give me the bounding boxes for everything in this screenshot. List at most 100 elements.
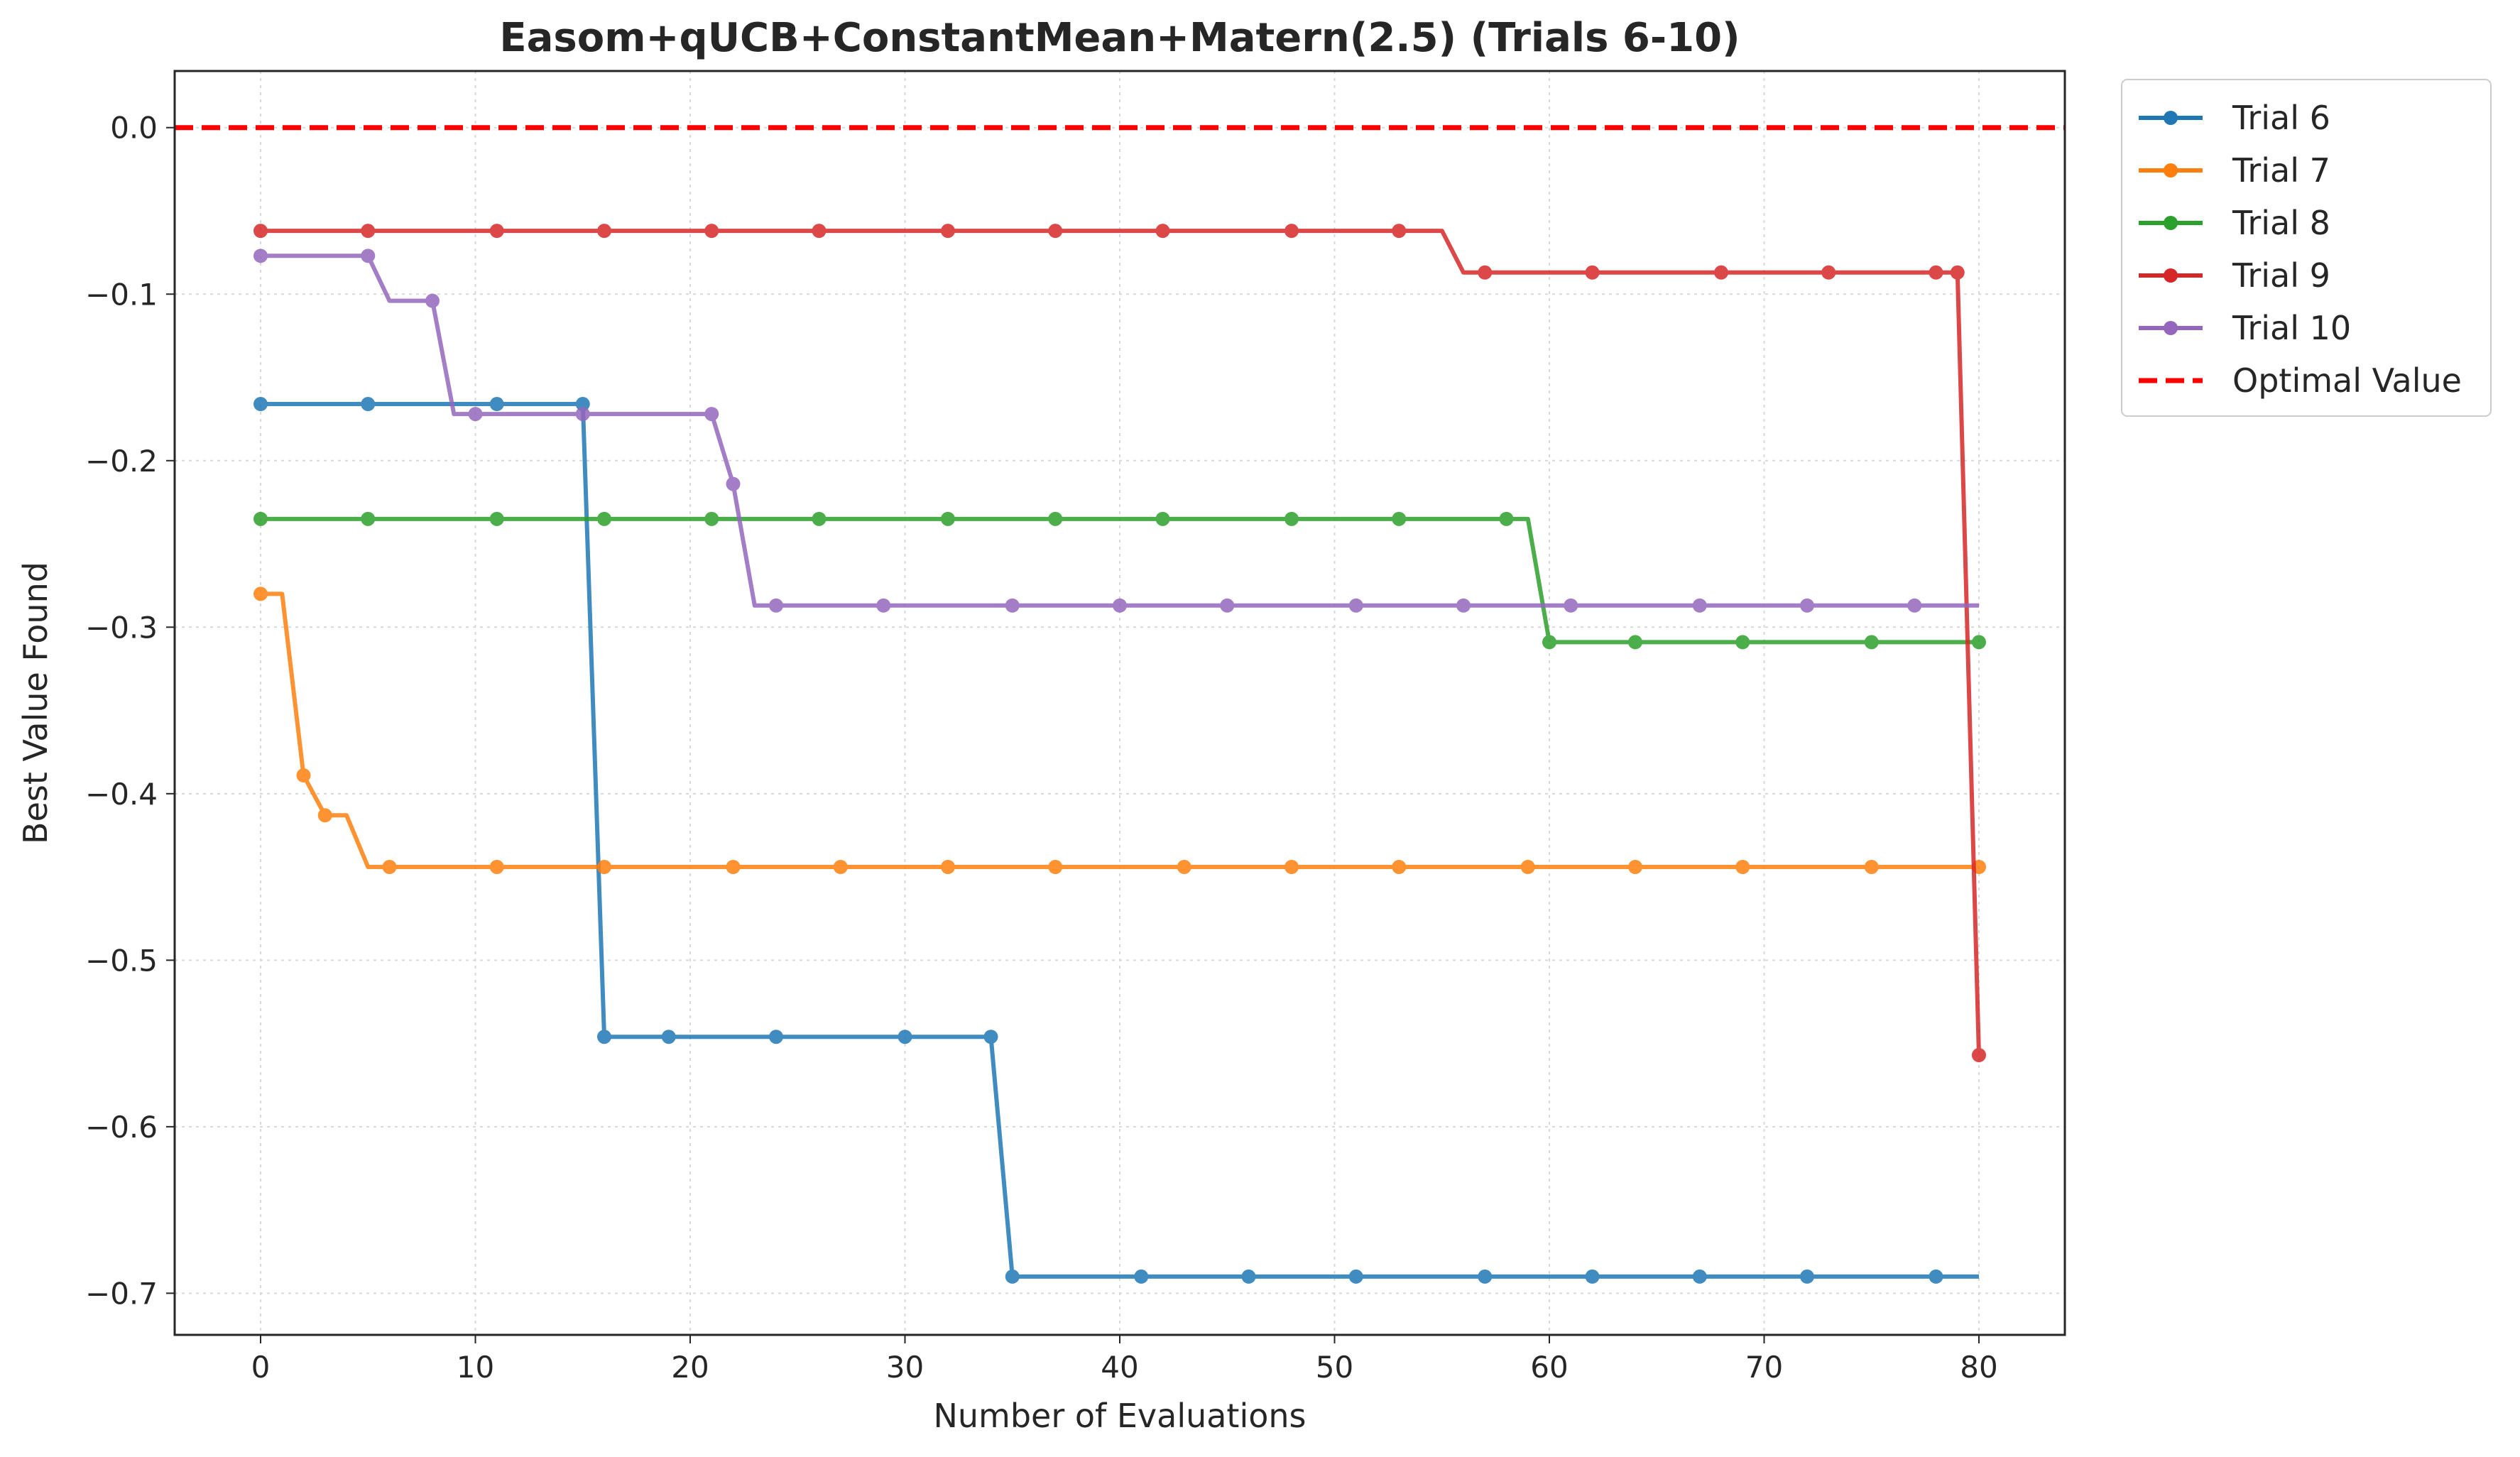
data-point: [876, 598, 891, 613]
data-point: [1348, 598, 1363, 613]
y-tick-label: −0.2: [85, 444, 158, 479]
legend-item: Optimal Value: [2139, 361, 2462, 400]
data-point: [1284, 224, 1299, 239]
legend-label: Trial 10: [2232, 309, 2351, 347]
data-point: [1929, 1269, 1943, 1284]
data-point: [1864, 860, 1879, 875]
grid: [175, 71, 2065, 1335]
legend-label: Trial 9: [2232, 256, 2330, 295]
series-trial-10: [253, 249, 1979, 613]
series-line: [261, 253, 1979, 608]
data-point: [1692, 1269, 1707, 1284]
data-point: [704, 407, 719, 422]
data-point: [361, 397, 376, 412]
legend-swatch-marker: [2164, 111, 2178, 125]
series-trial-8: [253, 511, 1986, 650]
data-point: [1800, 1269, 1814, 1284]
y-tick-label: −0.3: [85, 610, 158, 645]
data-point: [597, 224, 611, 239]
data-point: [1134, 1269, 1149, 1284]
data-point: [361, 249, 376, 263]
x-axis-label: Number of Evaluations: [933, 1397, 1306, 1435]
data-point: [575, 407, 590, 422]
data-point: [661, 1030, 676, 1044]
data-point: [489, 224, 504, 239]
data-point: [1177, 860, 1191, 875]
data-point: [812, 511, 827, 526]
data-point: [1972, 1048, 1986, 1063]
data-point: [1478, 1269, 1493, 1284]
data-point: [1735, 635, 1750, 650]
data-point: [1564, 598, 1578, 613]
data-point: [1628, 860, 1642, 875]
data-point: [769, 598, 783, 613]
data-point: [1005, 598, 1020, 613]
data-point: [1735, 860, 1750, 875]
x-tick-label: 20: [671, 1350, 709, 1385]
x-tick-label: 80: [1960, 1350, 1997, 1385]
y-tick-label: −0.6: [85, 1110, 158, 1145]
data-point: [812, 224, 827, 239]
series-trial-9: [253, 224, 1986, 1063]
data-point: [1220, 598, 1235, 613]
y-tick-label: −0.4: [85, 777, 158, 812]
x-tick-label: 50: [1316, 1350, 1353, 1385]
data-point: [1392, 860, 1407, 875]
legend-label: Trial 7: [2232, 151, 2330, 190]
legend-label: Trial 8: [2232, 204, 2330, 242]
legend-item: Trial 9: [2139, 256, 2330, 295]
data-point: [1542, 635, 1556, 650]
data-point: [1284, 860, 1299, 875]
series-line: [261, 402, 1979, 1279]
data-point: [1048, 511, 1063, 526]
data-point: [1585, 265, 1600, 280]
data-point: [1048, 224, 1063, 239]
y-tick-label: 0.0: [110, 111, 158, 146]
data-point: [726, 476, 741, 491]
data-point: [597, 860, 611, 875]
series-line: [261, 229, 1981, 1056]
data-point: [1628, 635, 1642, 650]
data-point: [1155, 511, 1170, 526]
data-point: [1972, 635, 1986, 650]
data-point: [361, 224, 376, 239]
data-point: [704, 511, 719, 526]
data-point: [1048, 860, 1063, 875]
data-point: [597, 1030, 611, 1044]
data-point: [468, 407, 483, 422]
data-point: [317, 808, 332, 823]
data-point: [1348, 1269, 1363, 1284]
data-point: [597, 511, 611, 526]
data-point: [1392, 224, 1407, 239]
chart-title: Easom+qUCB+ConstantMean+Matern(2.5) (Tri…: [499, 15, 1740, 61]
data-point: [1520, 860, 1535, 875]
data-point: [1478, 265, 1493, 280]
series-trial-6: [253, 397, 1979, 1284]
x-tick-label: 70: [1745, 1350, 1783, 1385]
x-tick-label: 0: [251, 1350, 271, 1385]
data-point: [1800, 598, 1814, 613]
y-tick-label: −0.7: [85, 1276, 158, 1311]
data-point: [1499, 511, 1514, 526]
data-point: [941, 860, 955, 875]
legend-item: Trial 7: [2139, 151, 2330, 190]
legend-swatch-marker: [2164, 216, 2178, 230]
data-point: [1950, 265, 1965, 280]
data-point: [1907, 598, 1922, 613]
data-point: [1929, 265, 1943, 280]
data-point: [1692, 598, 1707, 613]
legend-item: Trial 6: [2139, 99, 2330, 137]
data-point: [898, 1030, 912, 1044]
data-point: [983, 1030, 998, 1044]
x-tick-label: 10: [457, 1350, 494, 1385]
data-point: [941, 511, 955, 526]
data-point: [296, 768, 311, 783]
legend: Trial 6 Trial 7 Trial 8 Trial 9 Trial 10 Opti…: [2121, 79, 2492, 417]
data-point: [253, 249, 268, 263]
y-axis-ticks: 0.0 −0.1 −0.2 −0.3 −0.4 −0.5 −0.6 −0.7: [85, 111, 175, 1311]
y-tick-label: −0.1: [85, 277, 158, 312]
series-layer: [253, 224, 1986, 1284]
data-point: [1585, 1269, 1600, 1284]
legend-swatch-marker: [2164, 321, 2178, 335]
